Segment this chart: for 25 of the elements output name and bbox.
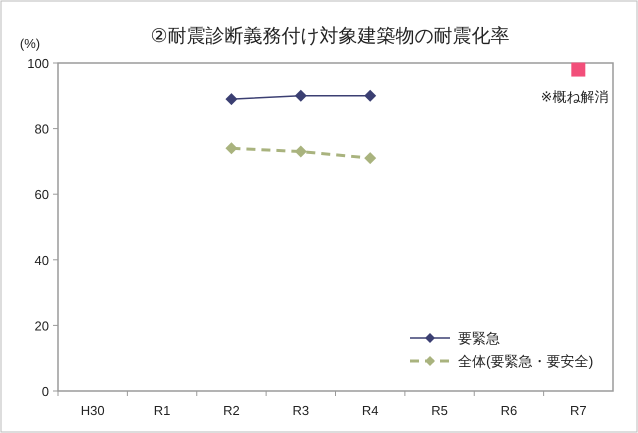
y-tick-label: 80 — [34, 122, 49, 137]
x-tick-label: R2 — [223, 403, 240, 418]
x-tick-label: R5 — [431, 403, 448, 418]
x-tick-label: R6 — [500, 403, 518, 418]
point — [364, 152, 376, 164]
x-tick-label: R1 — [154, 403, 170, 418]
point — [225, 142, 238, 154]
y-tick-label: 0 — [42, 384, 49, 399]
x-tick-label: H30 — [80, 403, 105, 418]
y-axis-title: (%) — [20, 36, 40, 51]
point — [294, 146, 307, 158]
point — [225, 93, 238, 106]
point — [294, 90, 307, 102]
chart-title: ②耐震診断義務付け対象建築物の耐震化率 — [150, 25, 510, 47]
legend-label: 全体(要緊急・要安全) — [458, 353, 594, 369]
x-tick-label: R4 — [362, 403, 378, 418]
x-tick-label: R3 — [292, 403, 310, 418]
y-tick-label: 100 — [27, 56, 49, 71]
legend-label: 要緊急 — [458, 330, 500, 346]
y-tick-label: 20 — [34, 318, 49, 334]
point — [364, 90, 376, 102]
y-tick-label: 40 — [34, 252, 49, 268]
annotation: ※概ね解消 — [540, 88, 608, 105]
x-tick-label: R7 — [570, 403, 587, 418]
y-tick-label: 60 — [34, 187, 49, 202]
